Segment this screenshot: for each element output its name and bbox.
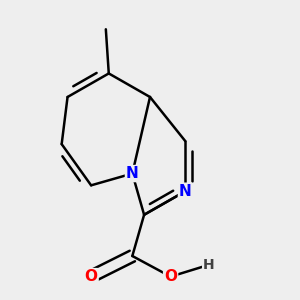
Text: N: N	[179, 184, 192, 199]
Text: O: O	[85, 269, 98, 284]
Text: O: O	[164, 269, 177, 284]
Text: N: N	[126, 166, 139, 181]
Text: H: H	[203, 258, 215, 272]
